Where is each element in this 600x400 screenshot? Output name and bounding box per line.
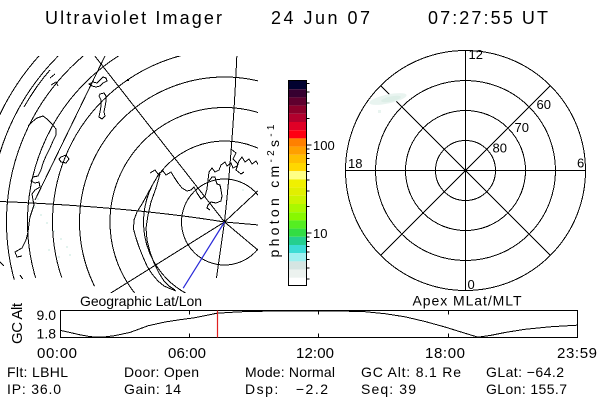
svg-text:Dsp: −2.2: Dsp: −2.2 xyxy=(245,381,328,397)
svg-text:Mode: Normal: Mode: Normal xyxy=(245,364,335,380)
svg-text:24 Jun 07: 24 Jun 07 xyxy=(271,8,370,28)
svg-text:06:00: 06:00 xyxy=(168,345,206,362)
svg-text:Flt: LBHL: Flt: LBHL xyxy=(7,364,68,380)
svg-text:IP: 36.0: IP: 36.0 xyxy=(7,381,61,397)
svg-text:Geographic Lat/Lon: Geographic Lat/Lon xyxy=(80,293,202,309)
svg-text:18: 18 xyxy=(348,156,362,171)
svg-text:12: 12 xyxy=(469,47,483,62)
svg-text:GLon: 155.7: GLon: 155.7 xyxy=(486,381,567,397)
svg-text:00:00: 00:00 xyxy=(37,345,77,362)
svg-text:12:00: 12:00 xyxy=(296,345,334,362)
svg-text:Apex MLat/MLT: Apex MLat/MLT xyxy=(413,293,522,309)
svg-text:Gain: 14: Gain: 14 xyxy=(124,381,181,397)
svg-text:18:00: 18:00 xyxy=(425,345,465,362)
svg-text:23:59: 23:59 xyxy=(557,345,597,362)
svg-text:100: 100 xyxy=(313,138,335,153)
svg-text:Door: Open: Door: Open xyxy=(124,364,199,380)
svg-text:Seq: 39: Seq: 39 xyxy=(361,381,416,397)
svg-text:0: 0 xyxy=(468,277,475,292)
svg-text:GLat: −64.2: GLat: −64.2 xyxy=(486,364,564,380)
svg-text:07:27:55 UT: 07:27:55 UT xyxy=(428,8,548,28)
svg-text:70: 70 xyxy=(515,120,529,135)
svg-text:10: 10 xyxy=(313,226,327,241)
svg-text:80: 80 xyxy=(493,141,507,156)
svg-text:1.8: 1.8 xyxy=(37,326,57,342)
svg-text:9.0: 9.0 xyxy=(37,307,57,323)
svg-text:60: 60 xyxy=(537,97,551,112)
svg-text:GC Alt: 8.1 Re: GC Alt: 8.1 Re xyxy=(361,364,461,380)
svg-text:6: 6 xyxy=(577,156,584,171)
svg-text:GC Alt: GC Alt xyxy=(9,302,26,344)
